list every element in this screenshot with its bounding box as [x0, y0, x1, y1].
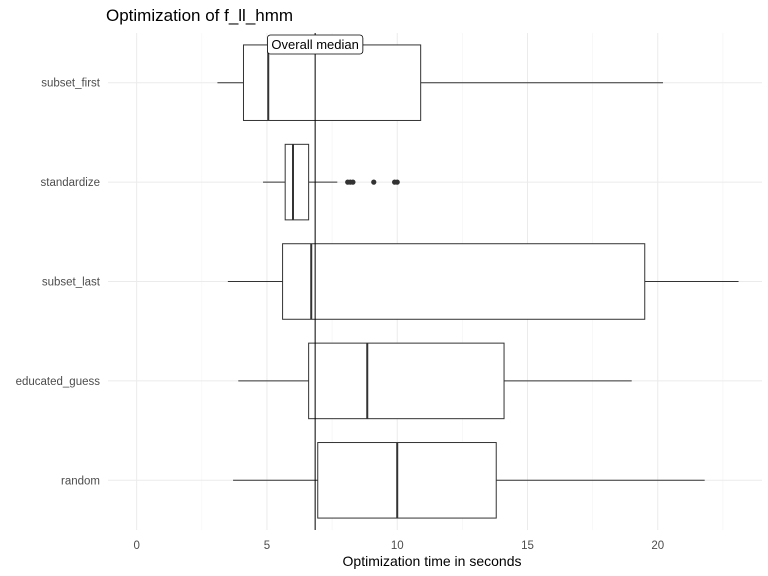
label-box — [267, 34, 364, 55]
iqr-box — [282, 243, 646, 320]
reference-line-layer: Overall median — [267, 33, 364, 530]
outlier-point — [394, 179, 400, 185]
label-text: Overall median — [271, 37, 358, 52]
iqr-box — [284, 143, 310, 221]
outlier-point — [350, 179, 356, 185]
iqr-box — [308, 342, 505, 420]
y-tick-label: educated_guess — [16, 376, 101, 388]
overall-median-label: Overall median — [267, 34, 364, 55]
y-axis-tick-labels: subset_first standardize subset_lasteducat… — [16, 78, 101, 488]
box-layer — [217, 44, 739, 519]
y-tick-label: subset_last — [42, 277, 101, 289]
x-tick-label: 5 — [264, 540, 270, 552]
x-tick-label: 15 — [521, 540, 534, 552]
box-random — [233, 442, 705, 519]
outlier-point — [371, 179, 377, 185]
y-tick-label: random — [61, 475, 100, 487]
y-tick-label: subset_first — [41, 78, 101, 90]
x-tick-label: 20 — [651, 540, 664, 552]
chart-title: Optimization of f_ll_hmm — [106, 6, 293, 25]
iqr-box — [317, 442, 497, 519]
x-tick-label: 10 — [391, 540, 404, 552]
box-subset_last — [227, 243, 739, 320]
y-tick-label: standardize — [41, 177, 100, 189]
box-educated_guess — [238, 342, 632, 420]
x-tick-label: 0 — [133, 540, 139, 552]
iqr-box — [242, 44, 422, 121]
box-standardize — [263, 143, 400, 221]
box-subset_first — [217, 44, 663, 121]
x-axis-tick-labels: 0 5 10 15 20 — [133, 540, 664, 552]
x-axis-title: Optimization time in seconds — [343, 553, 522, 569]
